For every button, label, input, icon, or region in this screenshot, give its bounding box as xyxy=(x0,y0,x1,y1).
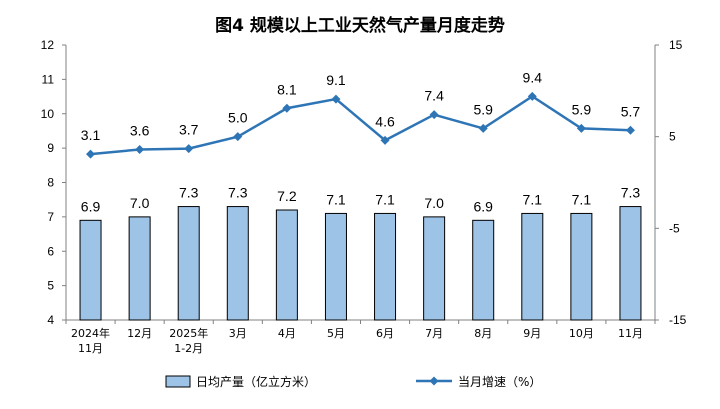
left-tick-label: 4 xyxy=(47,313,54,327)
x-tick-label: 10月 xyxy=(569,327,594,340)
right-tick-label: 5 xyxy=(669,130,676,144)
left-tick-label: 7 xyxy=(47,210,54,224)
left-tick-label: 11 xyxy=(42,72,55,86)
data-labels: 6.9 7.0 7.3 7.3 7.2 7.1 7.1 7.0 6.9 7.1 7.1 7.3 3.1 3… xyxy=(81,69,641,214)
x-tick-label: 6月 xyxy=(376,327,394,340)
left-tick-label: 9 xyxy=(47,141,54,155)
line-data-label: 5.0 xyxy=(228,110,248,126)
line-data-label: 3.1 xyxy=(81,127,101,143)
bar-data-label: 7.0 xyxy=(424,195,444,211)
line-series xyxy=(86,91,635,159)
bar-data-label: 7.0 xyxy=(130,195,150,211)
line-point xyxy=(331,94,341,104)
bar xyxy=(570,212,593,321)
line-data-label: 3.7 xyxy=(179,122,199,138)
x-tick-label: 2024年 xyxy=(71,326,110,340)
line-point xyxy=(576,123,586,133)
right-tick-label: -5 xyxy=(669,221,680,235)
left-tick-label: 8 xyxy=(47,176,54,190)
line-point xyxy=(135,145,145,154)
x-tick-label: 9月 xyxy=(523,327,541,340)
bar xyxy=(619,206,642,321)
line-point xyxy=(86,149,96,159)
line-point xyxy=(233,132,243,142)
x-tick-label: 12月 xyxy=(127,327,152,340)
bar xyxy=(324,212,347,321)
bar xyxy=(128,216,151,321)
bar-data-label: 7.3 xyxy=(179,185,199,201)
x-tick-label: 11月 xyxy=(618,327,643,340)
x-tick-label: 2025年 xyxy=(169,326,208,340)
line-data-label: 7.4 xyxy=(424,88,444,104)
bar-data-label: 7.2 xyxy=(277,188,297,204)
line-point xyxy=(380,135,390,145)
bar-data-label: 6.9 xyxy=(81,198,101,214)
bar xyxy=(472,219,495,321)
bar-series xyxy=(79,206,642,321)
line-point xyxy=(184,144,194,154)
line-data-label: 5.9 xyxy=(473,101,493,117)
bar-data-label: 7.1 xyxy=(572,191,592,207)
bar-data-label: 7.3 xyxy=(621,185,641,201)
bar-data-label: 7.1 xyxy=(326,191,346,207)
line-data-label: 4.6 xyxy=(375,113,395,129)
x-tick-label: 3月 xyxy=(229,327,247,340)
bar-data-label: 7.1 xyxy=(523,191,543,207)
line-data-label: 5.9 xyxy=(572,101,592,117)
bar xyxy=(374,212,397,321)
bar-data-label: 7.1 xyxy=(375,191,395,207)
line-data-label: 9.4 xyxy=(523,69,543,85)
x-tick-label: 8月 xyxy=(474,327,492,340)
axes: 4 5 6 7 8 9 10 11 12 -15 -5 5 15 2024年 11月 12月 2025年 1-2月… xyxy=(41,38,687,355)
line-data-label: 9.1 xyxy=(326,72,346,88)
bar xyxy=(226,206,249,321)
line-point xyxy=(478,123,488,133)
bar xyxy=(423,216,446,321)
bar xyxy=(79,219,102,321)
chart-title: 图4 规模以上工业天然气产量月度走势 xyxy=(215,15,505,36)
x-tick-label: 7月 xyxy=(425,327,443,340)
bar xyxy=(275,209,298,321)
line-point xyxy=(429,110,439,120)
bar-data-label: 7.3 xyxy=(228,185,248,201)
growth-line xyxy=(90,94,631,156)
legend-bar-swatch xyxy=(165,375,191,388)
legend-line-label: 当月增速（%） xyxy=(458,375,541,389)
line-data-label: 8.1 xyxy=(277,81,297,97)
legend: 日均产量（亿立方米） 当月增速（%） xyxy=(165,374,541,389)
left-tick-label: 6 xyxy=(47,244,54,258)
x-tick-label: 11月 xyxy=(78,342,103,355)
line-point xyxy=(527,91,537,101)
left-tick-label: 12 xyxy=(41,38,55,52)
right-tick-label: 15 xyxy=(669,38,683,52)
x-tick-label: 4月 xyxy=(278,327,296,340)
bar-data-label: 6.9 xyxy=(473,198,493,214)
left-tick-label: 10 xyxy=(41,107,55,121)
left-tick-label: 5 xyxy=(47,279,54,293)
line-point xyxy=(282,103,292,113)
line-data-label: 3.6 xyxy=(130,123,150,139)
bar xyxy=(177,206,200,321)
x-tick-label: 1-2月 xyxy=(174,342,203,355)
x-tick-label: 5月 xyxy=(327,327,345,340)
line-point xyxy=(625,125,635,135)
legend-bar-label: 日均产量（亿立方米） xyxy=(196,374,316,389)
line-data-label: 5.7 xyxy=(621,103,641,119)
bar xyxy=(521,212,544,321)
right-tick-label: -15 xyxy=(669,313,687,327)
legend-line-marker xyxy=(429,376,439,386)
